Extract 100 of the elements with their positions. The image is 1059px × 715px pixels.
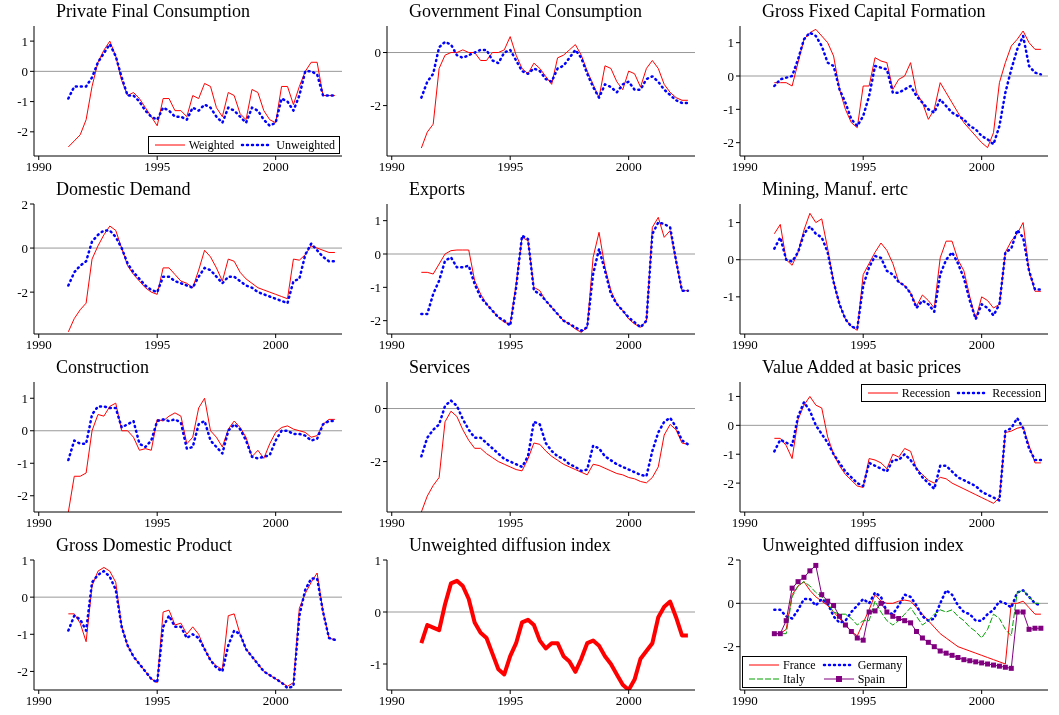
point — [1032, 625, 1038, 631]
y-tick-label: 1 — [21, 390, 28, 406]
point — [931, 644, 937, 650]
point — [1002, 664, 1008, 670]
x-tick-label: 1990 — [731, 159, 758, 175]
x-tick-label: 2000 — [968, 693, 995, 709]
y-tick-label: -2 — [17, 488, 28, 504]
point — [789, 585, 795, 591]
x-tick-label: 2000 — [968, 159, 995, 175]
point — [884, 609, 890, 615]
y-tick-label: 0 — [727, 68, 734, 84]
x-tick-label: 2000 — [262, 515, 289, 531]
y-tick-label: 1 — [374, 552, 381, 568]
line-series — [67, 405, 337, 462]
point — [837, 613, 843, 619]
legend-label: Unweighted — [276, 138, 335, 152]
chart-title: Gross Domestic Product — [56, 535, 232, 555]
point — [967, 658, 973, 664]
legend-label: Germany — [857, 658, 903, 672]
point — [908, 620, 914, 626]
point — [1038, 625, 1044, 631]
chart-title: Services — [408, 356, 471, 378]
y-tick-label: 0 — [374, 401, 381, 417]
x-tick-label: 2000 — [968, 515, 995, 531]
y-tick-label: -1 — [17, 94, 28, 110]
x-tick-label: 1990 — [25, 337, 52, 353]
point — [807, 568, 813, 574]
legend-label: Recession — [992, 386, 1041, 400]
y-tick-label: -2 — [723, 135, 734, 151]
x-tick-label: 1990 — [731, 515, 758, 531]
y-tick-label: -1 — [370, 656, 381, 672]
x-tick-label: 1990 — [378, 337, 405, 353]
legend-label: Weighted — [188, 138, 235, 152]
point — [825, 598, 831, 604]
point — [996, 663, 1002, 669]
y-tick-label: 1 — [21, 33, 28, 49]
point — [973, 659, 979, 665]
point — [914, 629, 920, 634]
y-tick-label: 1 — [374, 213, 381, 229]
y-tick-label: 0 — [374, 604, 381, 620]
point — [878, 600, 884, 606]
y-tick-label: -2 — [723, 475, 734, 491]
y-tick-label: 0 — [374, 246, 381, 262]
y-tick-label: -2 — [17, 124, 28, 140]
line-series — [420, 36, 689, 149]
x-tick-label: 1995 — [497, 337, 524, 353]
x-tick-label: 2000 — [262, 693, 289, 709]
line-series — [67, 225, 336, 333]
x-tick-label: 1990 — [731, 337, 758, 353]
point — [991, 662, 997, 668]
y-tick-label: 1 — [727, 389, 734, 405]
chart-title: Government Final Consumption — [408, 0, 643, 22]
chart-title: Private Final Consumption — [55, 0, 251, 22]
point — [848, 629, 854, 634]
point — [949, 652, 955, 658]
point — [979, 660, 985, 666]
x-tick-label: 1990 — [25, 515, 52, 531]
y-tick-label: -1 — [370, 279, 381, 295]
x-tick-label: 1995 — [144, 337, 171, 353]
point — [961, 657, 967, 663]
x-tick-label: 2000 — [615, 159, 642, 175]
chart-title: Domestic Demand — [56, 179, 191, 199]
y-tick-label: 0 — [727, 417, 734, 433]
x-tick-label: 1995 — [497, 515, 524, 531]
legend-label: France — [783, 658, 816, 672]
point — [854, 635, 860, 641]
chart-title: Exports — [408, 178, 466, 200]
line-series — [67, 229, 337, 305]
point — [842, 622, 848, 628]
y-tick-label: 0 — [374, 45, 381, 61]
point — [783, 618, 789, 624]
y-tick-label: -1 — [723, 446, 734, 462]
x-tick-label: 1995 — [497, 159, 524, 175]
y-tick-label: -1 — [17, 626, 28, 642]
line-series — [419, 578, 690, 690]
legend-label: Italy — [783, 672, 805, 686]
x-tick-label: 1990 — [25, 693, 52, 709]
line-series — [67, 397, 336, 512]
x-tick-label: 1995 — [144, 515, 171, 531]
y-tick-label: -2 — [370, 313, 381, 329]
x-tick-label: 2000 — [262, 159, 289, 175]
x-tick-label: 1995 — [144, 159, 171, 175]
y-tick-label: 0 — [727, 595, 734, 611]
y-tick-label: -1 — [17, 455, 28, 471]
x-tick-label: 2000 — [615, 515, 642, 531]
x-tick-label: 1995 — [850, 159, 877, 175]
point — [937, 648, 943, 654]
point — [801, 574, 807, 580]
x-tick-label: 1995 — [850, 693, 877, 709]
point — [890, 613, 896, 619]
y-tick-label: -2 — [370, 454, 381, 470]
line-series — [420, 40, 690, 105]
x-tick-label: 1990 — [378, 159, 405, 175]
y-tick-label: 0 — [21, 240, 28, 256]
legend-label: Spain — [857, 672, 885, 686]
line-series — [420, 399, 690, 478]
y-tick-label: 0 — [21, 63, 28, 79]
point — [985, 661, 991, 667]
chart-title: Unweighted diffusion index — [762, 535, 964, 555]
point — [860, 637, 866, 643]
